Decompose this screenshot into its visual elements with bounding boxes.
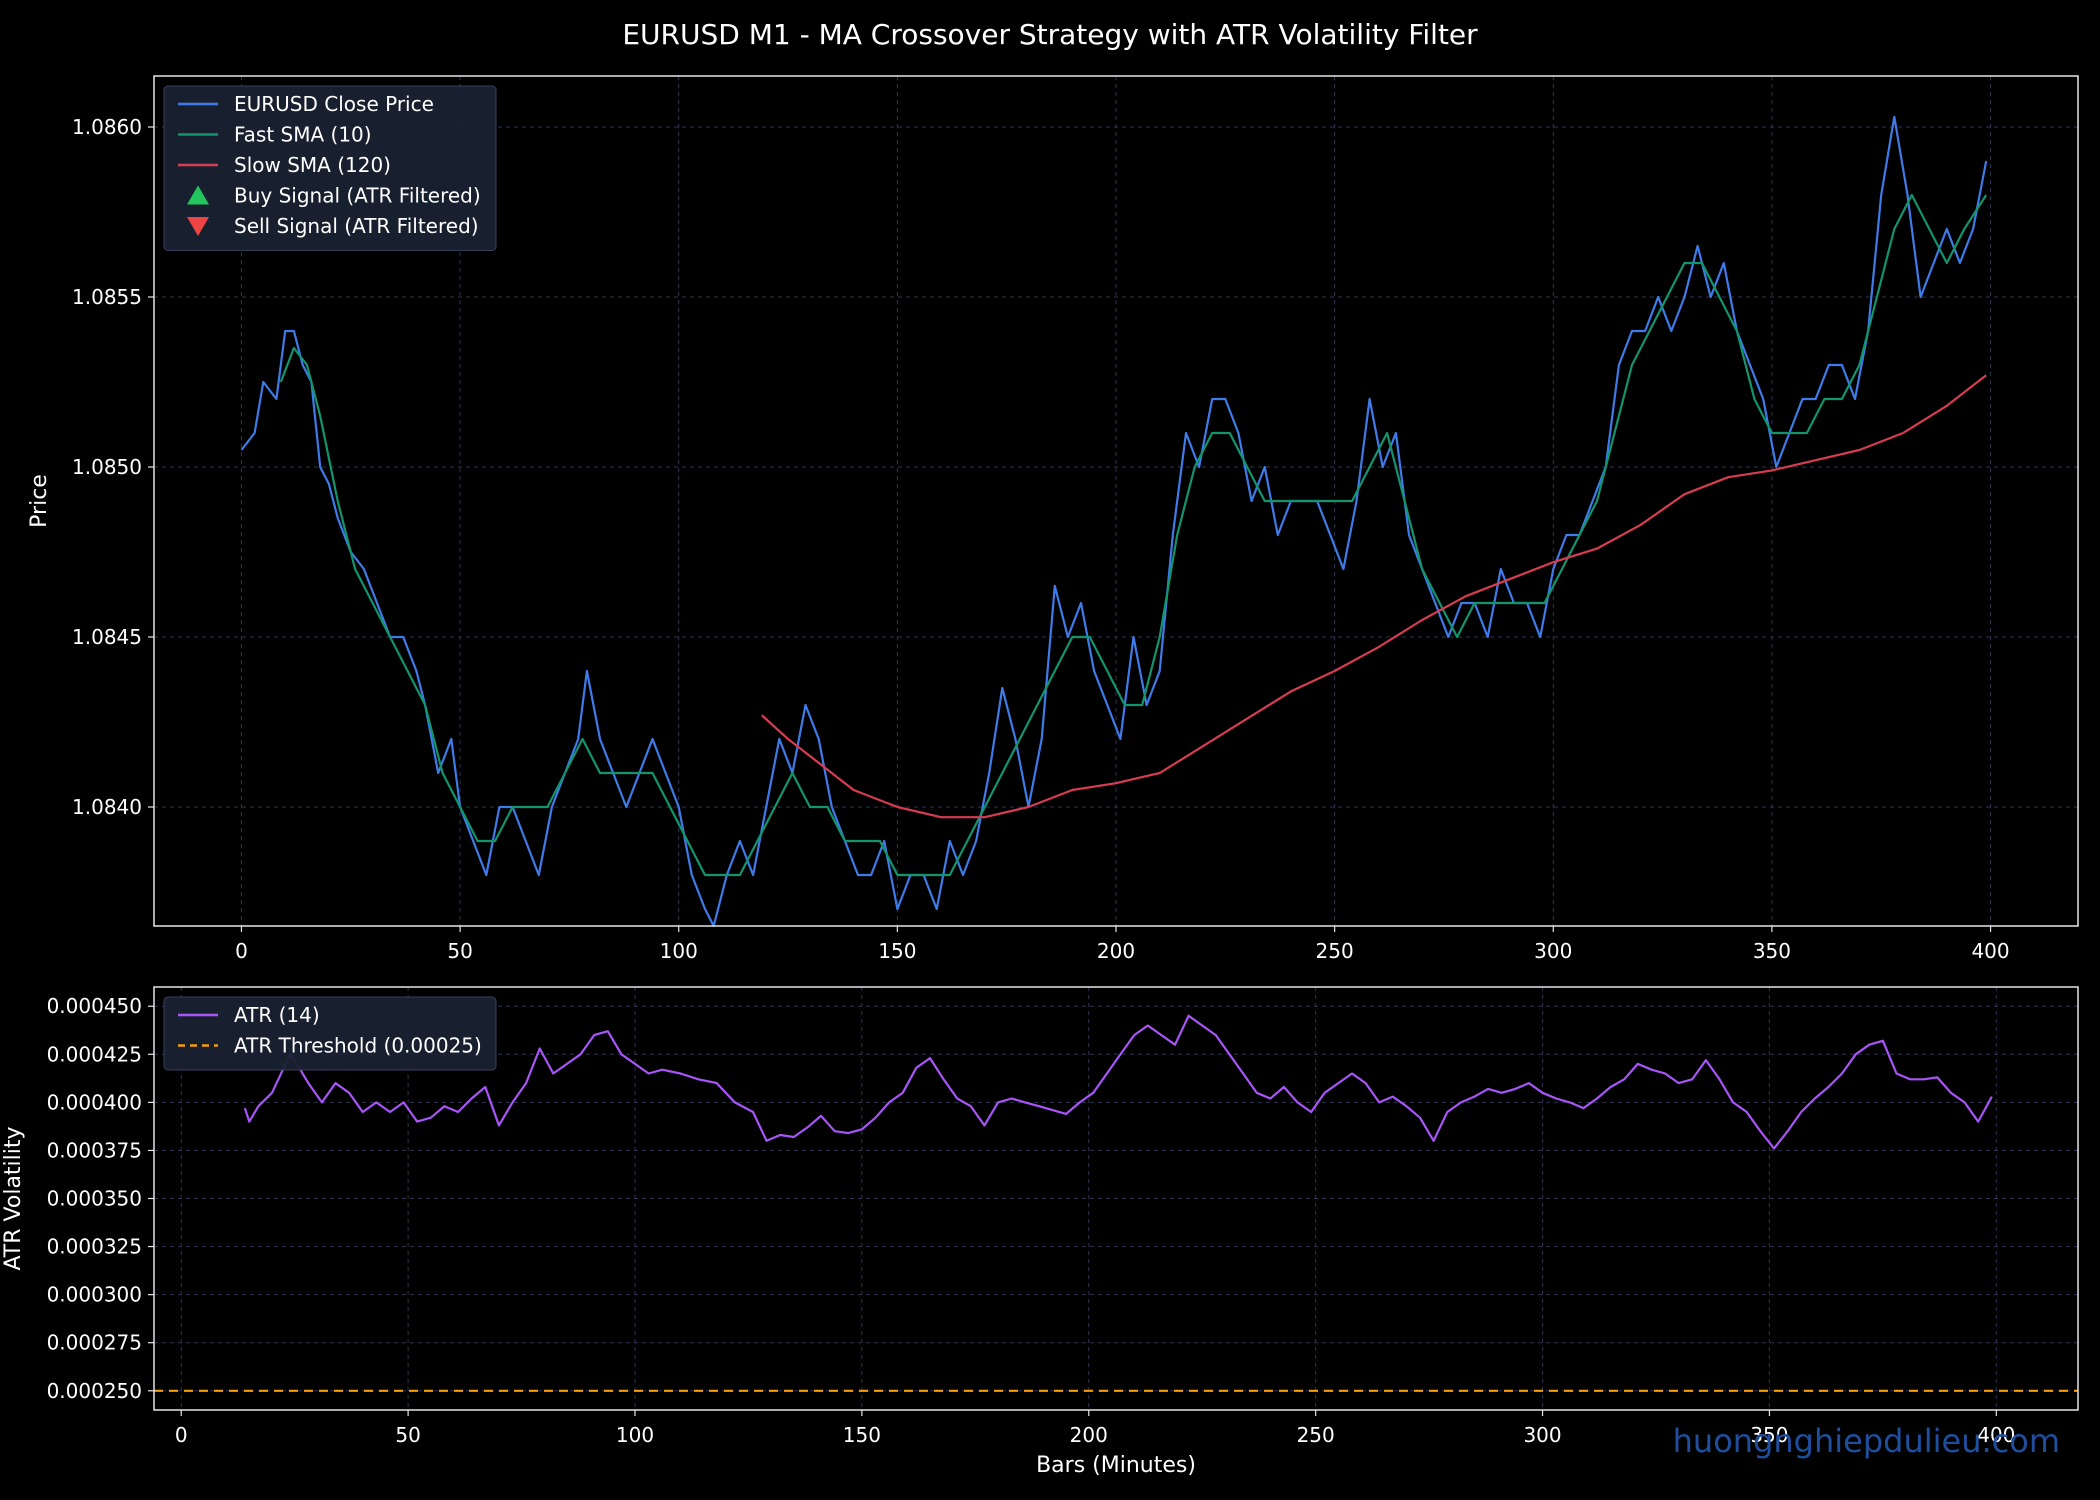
y-tick-label: 0.000275: [47, 1331, 142, 1355]
x-tick-label: 200: [1097, 939, 1135, 963]
x-tick-label: 0: [235, 939, 248, 963]
x-tick-label: 350: [1753, 939, 1791, 963]
y-tick-label: 0.000450: [47, 994, 142, 1018]
fast-sma-10-line: [279, 193, 1988, 877]
y-tick-label: 0.000325: [47, 1235, 142, 1259]
y-tick-label: 0.000425: [47, 1042, 142, 1066]
legend-label: ATR (14): [234, 1003, 320, 1027]
y-tick-label: 1.0855: [72, 285, 142, 309]
y-tick-label: 0.000250: [47, 1379, 142, 1403]
legend-label: ATR Threshold (0.00025): [234, 1034, 482, 1058]
x-tick-label: 100: [616, 1423, 654, 1447]
x-tick-label: 350: [1750, 1423, 1788, 1447]
x-tick-label: 100: [660, 939, 698, 963]
x-tick-label: 300: [1534, 939, 1572, 963]
x-axis-label: Bars (Minutes): [1036, 1453, 1196, 1478]
y-tick-label: 1.0860: [72, 115, 142, 139]
buy-marker-icon: [187, 185, 209, 205]
x-tick-label: 50: [447, 939, 472, 963]
atr-14-line: [243, 1014, 1993, 1150]
chart-title: EURUSD M1 - MA Crossover Strategy with A…: [622, 18, 1478, 51]
x-tick-label: 250: [1316, 939, 1354, 963]
y-tick-label: 1.0845: [72, 625, 142, 649]
legend-label: Fast SMA (10): [234, 123, 372, 147]
x-tick-label: 50: [395, 1423, 420, 1447]
legend-label: Buy Signal (ATR Filtered): [234, 184, 481, 208]
legend-label: Slow SMA (120): [234, 153, 391, 177]
legend-label: EURUSD Close Price: [234, 92, 434, 116]
y-tick-label: 0.000375: [47, 1138, 142, 1162]
x-tick-label: 250: [1297, 1423, 1335, 1447]
y-axis-label: ATR Volatility: [1, 1126, 26, 1270]
watermark-text: huongnghiepdulieu.com: [1673, 1422, 2060, 1460]
price-panel: 0 50 100 150 200 250 300 350 400 1.0840 1.0845 1.08…: [27, 75, 2079, 963]
x-tick-label: 150: [878, 939, 916, 963]
atr-panel: 0 50 100 150 200 250 300 350 400 0.000250 0.000275…: [1, 986, 2079, 1478]
y-tick-label: 0.000300: [47, 1283, 142, 1307]
slow-sma-120-line: [761, 374, 1987, 819]
x-tick-label: 300: [1523, 1423, 1561, 1447]
x-tick-label: 150: [843, 1423, 881, 1447]
legend-box: [163, 996, 497, 1071]
legend-label: Sell Signal (ATR Filtered): [234, 214, 479, 238]
y-tick-label: 0.000350: [47, 1187, 142, 1211]
y-tick-label: 1.0840: [72, 795, 142, 819]
x-tick-label: 0: [175, 1423, 188, 1447]
y-tick-label: 1.0850: [72, 455, 142, 479]
x-tick-label: 200: [1070, 1423, 1108, 1447]
x-tick-label: 400: [1977, 1423, 2015, 1447]
sell-marker-icon: [187, 217, 209, 236]
y-tick-label: 0.000400: [47, 1090, 142, 1114]
x-tick-label: 400: [1971, 939, 2009, 963]
y-axis-label: Price: [27, 474, 52, 528]
legend-box: [163, 85, 497, 251]
